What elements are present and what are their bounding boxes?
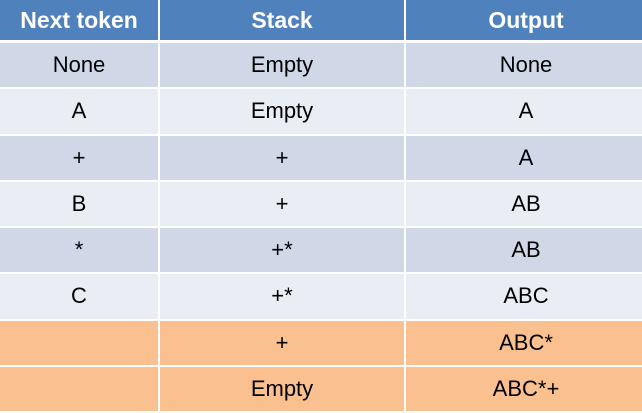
row-1-output: None bbox=[406, 43, 642, 90]
row-4-token: B bbox=[0, 181, 158, 228]
row-8-token bbox=[0, 366, 158, 413]
row-1-token: None bbox=[0, 43, 158, 90]
row-5-token: * bbox=[0, 228, 158, 275]
row-8-stack: Empty bbox=[160, 366, 404, 413]
row-8-output: ABC*+ bbox=[406, 366, 642, 413]
row-2-token: A bbox=[0, 89, 158, 136]
row-2-output: A bbox=[406, 89, 642, 136]
header-next-token: Next token bbox=[0, 0, 158, 43]
row-2-stack: Empty bbox=[160, 89, 404, 136]
row-3-stack: + bbox=[160, 135, 404, 182]
row-7-token bbox=[0, 320, 158, 367]
row-5-output: AB bbox=[406, 228, 642, 275]
row-4-output: AB bbox=[406, 181, 642, 228]
row-5-stack: +* bbox=[160, 228, 404, 275]
row-6-token: C bbox=[0, 274, 158, 321]
header-output: Output bbox=[406, 0, 642, 43]
row-6-stack: +* bbox=[160, 274, 404, 321]
row-3-output: A bbox=[406, 135, 642, 182]
row-1-stack: Empty bbox=[160, 43, 404, 90]
row-3-token: + bbox=[0, 135, 158, 182]
row-7-stack: + bbox=[160, 320, 404, 367]
row-6-output: ABC bbox=[406, 274, 642, 321]
row-7-output: ABC* bbox=[406, 320, 642, 367]
row-4-stack: + bbox=[160, 181, 404, 228]
header-stack: Stack bbox=[160, 0, 404, 43]
